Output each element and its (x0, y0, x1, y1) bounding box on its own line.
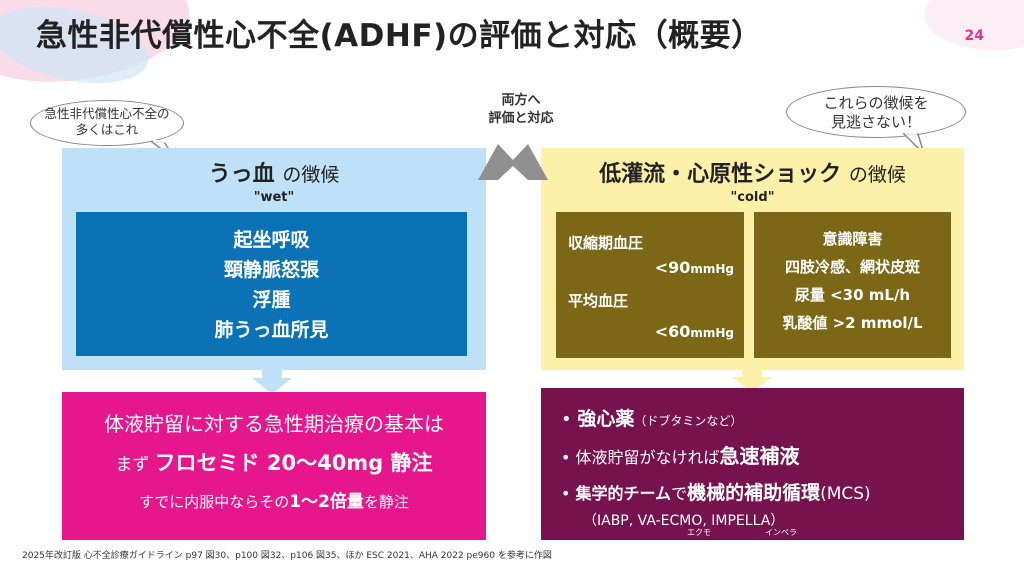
map-value: <60 (654, 322, 691, 341)
center-label-line1: 両方へ (501, 93, 541, 108)
treat-cold-item2-bold: 急速補液 (719, 444, 800, 468)
wet-panel-title: うっ血 の徴候 (62, 156, 486, 188)
treat-cold-item2: • 体液貯留がなければ急速補液 (561, 444, 800, 468)
treat-wet-line1: 体液貯留に対する急性期治療の基本は (104, 412, 444, 436)
treat-wet-line2-pre: まず (115, 455, 150, 475)
treat-cold-item3: • 集学的チームで機械的補助循環(MCS) (561, 482, 871, 504)
bubble-right-line2: 見逃さない！ (830, 113, 921, 131)
treat-cold-item3-mid: で (671, 484, 688, 503)
down-arrow-left-icon (252, 366, 292, 394)
bidirectional-arrow-icon (478, 144, 548, 180)
wet-treatment-box: 体液貯留に対する急性期治療の基本は まず フロセミド 20〜40mg 静注 すで… (62, 392, 486, 540)
treat-cold-item1-bold: 強心薬 (577, 408, 635, 430)
treat-cold-item3-post: (MCS) (820, 484, 871, 504)
wet-sign: 起坐呼吸 (233, 229, 310, 251)
page-title: 急性非代償性心不全(ADHF)の評価と対応（概要） (36, 18, 763, 54)
map-threshold: <60mmHg (655, 322, 734, 341)
cold-sign: 尿量 <30 mL/h (794, 286, 911, 304)
cold-sign: 乳酸値 >2 mmol/L (782, 314, 923, 332)
cold-bp-box: 収縮期血圧 <90mmHg 平均血圧 <60mmHg (556, 212, 744, 358)
ruby-ecmo: エクモ (687, 528, 711, 537)
treat-cold-item3-detail: （IABP, VA-ECMO, IMPELLA） (583, 513, 785, 529)
cold-sign: 四肢冷感、網状皮斑 (784, 258, 920, 276)
cold-signs-box: 意識障害 四肢冷感、網状皮斑 尿量 <30 mL/h 乳酸値 >2 mmol/L (754, 212, 951, 358)
map-unit: mmHg (690, 326, 734, 340)
speech-bubble-left: 急性非代償性心不全の 多くはこれ (30, 100, 184, 146)
cold-title-main: 低灌流・心原性ショック (599, 162, 842, 187)
treat-cold-item1: • 強心薬（ドブタミンなど） (561, 408, 743, 430)
wet-signs-box: 起坐呼吸 頸静脈怒張 浮腫 肺うっ血所見 (76, 212, 467, 356)
cold-title-suffix: の徴候 (848, 164, 906, 186)
map-label: 平均血圧 (568, 292, 629, 310)
treat-wet-line3-bold: 1〜2倍量 (289, 492, 364, 512)
wet-subtitle: "wet" (253, 190, 295, 205)
cold-sign: 意識障害 (822, 230, 883, 248)
cold-subtitle: "cold" (730, 190, 775, 205)
source-footnote: 2025年改訂版 心不全診療ガイドライン p97 図30、p100 図32、p1… (22, 551, 552, 561)
treat-wet-line2-main: フロセミド 20〜40mg 静注 (154, 451, 433, 475)
treat-cold-item3-bold: 機械的補助循環 (687, 482, 821, 504)
bubble-right-line1: これらの徴候を (823, 94, 929, 112)
bubble-left-line2: 多くはこれ (75, 122, 139, 137)
treat-cold-item3-pre: 集学的チーム (575, 484, 672, 503)
center-label: 両方へ 評価と対応 (466, 92, 576, 128)
ruby-impella: インペラ (765, 528, 797, 537)
treat-wet-line3-post: を静注 (363, 493, 409, 511)
center-label-line2: 評価と対応 (488, 111, 554, 126)
treat-cold-item2-pre: 体液貯留がなければ (575, 448, 720, 467)
down-arrow-right-icon (732, 366, 772, 392)
sbp-value: <90 (654, 258, 691, 277)
wet-sign: 浮腫 (252, 289, 291, 311)
sbp-unit: mmHg (690, 262, 734, 276)
wet-sign: 頸静脈怒張 (223, 259, 319, 281)
treat-wet-line3: すでに内服中ならその1〜2倍量を静注 (62, 487, 486, 512)
sbp-threshold: <90mmHg (655, 258, 734, 277)
cold-treatment-box: • 強心薬（ドブタミンなど） • 体液貯留がなければ急速補液 • 集学的チームで… (541, 388, 964, 540)
wet-sign: 肺うっ血所見 (214, 319, 329, 341)
cold-panel-title: 低灌流・心原性ショック の徴候 (541, 156, 964, 188)
wet-title-main: うっ血 (208, 162, 275, 187)
sbp-label: 収縮期血圧 (568, 234, 644, 252)
wet-title-suffix: の徴候 (282, 164, 340, 186)
treat-wet-line2: まず フロセミド 20〜40mg 静注 (62, 447, 486, 477)
page-number: 24 (964, 28, 984, 44)
treat-wet-line3-pre: すでに内服中ならその (139, 493, 290, 511)
speech-bubble-right: これらの徴候を 見逃さない！ (786, 86, 966, 138)
treat-cold-item1-note: （ドブタミンなど） (634, 414, 743, 428)
bubble-left-line1: 急性非代償性心不全の (44, 106, 170, 121)
